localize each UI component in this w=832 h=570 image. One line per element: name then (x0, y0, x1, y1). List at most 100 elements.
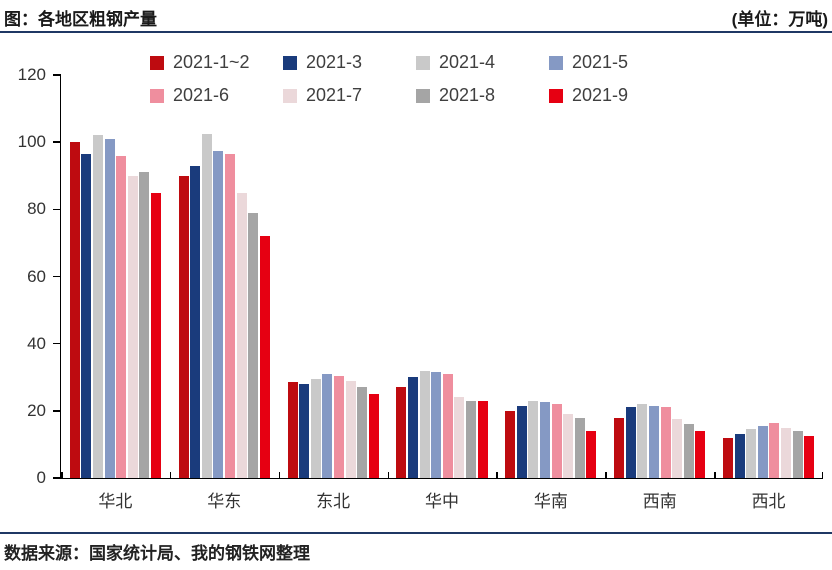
legend-item-2021-1~2: 2021-1~2 (150, 46, 283, 79)
legend-swatch-icon (549, 55, 563, 70)
bar-2021-5-华中 (431, 372, 442, 478)
bar-2021-5-华北 (104, 138, 115, 478)
x-axis-tick (61, 472, 63, 478)
legend-swatch-icon (283, 55, 297, 70)
x-axis-tick (714, 472, 716, 478)
bar-2021-1~2-华南 (505, 410, 516, 478)
bar-2021-7-西南 (672, 419, 683, 478)
legend-label: 2021-8 (439, 85, 496, 105)
x-axis-tick (605, 472, 607, 478)
bar-2021-8-东北 (357, 387, 368, 478)
bar-2021-3-东北 (299, 383, 310, 478)
bar-2021-8-华东 (248, 212, 259, 478)
bar-2021-4-华南 (528, 400, 539, 478)
bar-2021-8-华南 (574, 417, 585, 478)
x-axis-category-label: 西南 (642, 492, 677, 511)
bar-2021-3-华北 (81, 153, 92, 478)
y-axis-label: 80 (27, 199, 46, 219)
bar-2021-6-西南 (660, 407, 671, 478)
bar-2021-1~2-华东 (178, 175, 189, 478)
x-axis-tick (387, 472, 390, 478)
legend-label: 2021-1~2 (173, 52, 250, 72)
bar-2021-8-华中 (466, 400, 476, 478)
chart-unit-label: (单位：万吨) (731, 10, 828, 29)
y-axis-tick (53, 141, 61, 143)
bar-2021-3-西北 (734, 434, 745, 478)
chart-legend: 2021-1~2 2021-3 2021-4 2021-5 2021-6 2021-7 20… (150, 46, 690, 112)
legend-swatch-icon (283, 88, 297, 103)
legend-swatch-icon (549, 88, 563, 103)
legend-item-2021-9: 2021-9 (549, 79, 682, 112)
y-axis-tick (53, 410, 61, 412)
bar-2021-7-西北 (780, 427, 791, 478)
bottom-divider-line (0, 532, 832, 534)
y-axis-label: 20 (27, 400, 46, 420)
y-axis-tick (53, 275, 61, 278)
y-axis-tick (53, 74, 61, 76)
legend-item-2021-5: 2021-5 (549, 46, 682, 79)
y-axis-label: 100 (17, 132, 46, 152)
legend-label: 2021-6 (173, 85, 230, 105)
y-axis-tick (53, 342, 61, 345)
x-axis-tick (821, 472, 823, 478)
bar-2021-7-华南 (563, 414, 574, 478)
x-axis-category-label: 华中 (425, 492, 459, 511)
bar-2021-8-华北 (139, 172, 150, 478)
legend-label: 2021-3 (306, 52, 363, 72)
legend-item-2021-6: 2021-6 (150, 79, 283, 112)
top-divider-line (0, 31, 832, 33)
bar-2021-6-东北 (333, 375, 344, 478)
x-axis-tick (169, 472, 172, 478)
bar-2021-1~2-西南 (614, 417, 625, 478)
legend-item-2021-8: 2021-8 (416, 79, 549, 112)
y-axis-label: 40 (27, 333, 46, 353)
x-axis-category-label: 华北 (98, 492, 133, 511)
legend-item-2021-3: 2021-3 (283, 46, 416, 79)
bar-2021-1~2-西北 (722, 437, 733, 478)
bar-2021-9-西南 (695, 430, 706, 478)
x-axis-category-label: 华南 (533, 492, 568, 511)
bar-2021-4-华东 (201, 133, 212, 478)
x-axis-tick (496, 472, 498, 478)
bar-2021-4-西南 (637, 404, 648, 478)
y-axis-tick (53, 477, 61, 479)
y-axis-tick (53, 208, 61, 211)
bar-2021-4-西北 (746, 429, 757, 478)
bar-2021-5-西北 (757, 425, 768, 478)
bar-2021-6-华中 (442, 373, 453, 478)
bar-2021-9-西北 (804, 436, 815, 478)
x-axis-category-label: 华东 (207, 492, 242, 511)
legend-swatch-icon (416, 88, 430, 103)
bar-2021-6-华东 (225, 153, 236, 478)
bar-2021-9-华北 (151, 192, 162, 478)
bar-2021-7-华北 (127, 175, 138, 478)
bar-2021-7-东北 (345, 380, 356, 478)
bar-2021-9-东北 (368, 394, 379, 478)
plot-area: 0 20 40 60 80 100 120 华北 华东 东北 华中 华南 西南 西北 (18, 65, 823, 511)
bar-2021-1~2-东北 (287, 382, 298, 478)
bar-2021-3-华东 (190, 165, 201, 478)
bar-2021-8-西北 (792, 430, 803, 478)
legend-item-2021-7: 2021-7 (283, 79, 416, 112)
bar-2021-3-华南 (516, 405, 527, 478)
x-axis-tick (278, 472, 281, 478)
bar-2021-8-西南 (683, 424, 694, 478)
chart-title: 图：各地区粗钢产量 (4, 10, 157, 29)
bar-2021-7-华中 (454, 397, 465, 478)
bar-2021-4-东北 (310, 378, 321, 478)
bar-2021-5-东北 (322, 373, 333, 478)
bar-2021-3-西南 (625, 407, 636, 478)
bar-2021-9-华中 (477, 400, 488, 478)
bar-2021-1~2-华北 (69, 142, 80, 478)
legend-swatch-icon (416, 55, 430, 70)
chart-header: 图：各地区粗钢产量 (单位：万吨) (4, 5, 828, 30)
bar-2021-7-华东 (236, 192, 247, 478)
bar-2021-6-华北 (116, 155, 127, 478)
bar-2021-6-西北 (769, 422, 780, 478)
y-axis-label: 120 (17, 65, 46, 84)
legend-label: 2021-9 (572, 85, 629, 105)
bar-2021-3-华中 (408, 377, 418, 478)
legend-item-2021-4: 2021-4 (416, 46, 549, 79)
bar-2021-9-华东 (259, 236, 270, 478)
